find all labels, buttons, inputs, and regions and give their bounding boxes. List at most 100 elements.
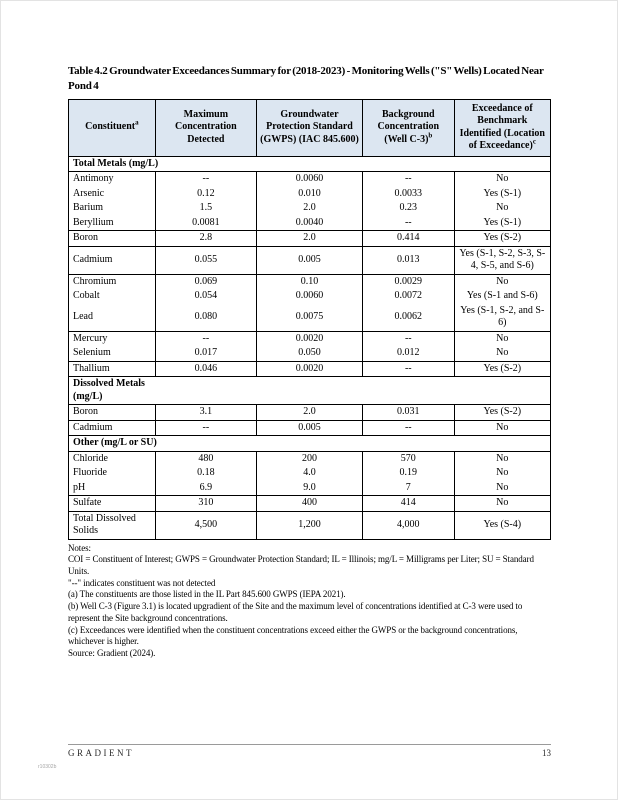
cell-max: -- (154, 420, 257, 437)
cell-max: 480 (154, 451, 257, 467)
cell-background: 0.013 (362, 246, 455, 275)
cell-exceedance: No (453, 480, 552, 497)
cell-gwps: 0.0060 (255, 289, 364, 304)
table-row: Cadmium 0.055 0.005 0.013 Yes (S-1, S-2, S-3… (68, 246, 552, 275)
cell-max: 4,500 (154, 511, 257, 540)
cell-max: 3.1 (154, 404, 257, 421)
table-row: Lead 0.080 0.0075 0.0062 Yes (S-1, S-2, and … (68, 303, 552, 332)
cell-max: 0.0081 (154, 215, 257, 232)
cell-exceedance: Yes (S-2) (453, 230, 552, 247)
table-title: Table 4.2 Groundwater Exceedances Summar… (68, 65, 544, 92)
cell-background: -- (362, 171, 455, 187)
cell-exceedance: No (453, 201, 552, 216)
section-label: Total Metals (mg/L) (73, 157, 159, 169)
cell-background: 0.23 (362, 201, 455, 216)
cell-max: 0.12 (154, 186, 257, 202)
cell-gwps: 0.0020 (255, 331, 364, 347)
cell-gwps: 0.0020 (255, 361, 364, 378)
cell-exceedance: No (453, 420, 552, 437)
section-row: Total Metals (mg/L) (68, 155, 551, 173)
cell-background: -- (362, 331, 455, 347)
page-footer: GRADIENT 13 (68, 748, 551, 758)
table-row: Mercury -- 0.0020 -- No (68, 331, 552, 347)
table-body: Total Metals (mg/L) Antimony -- 0.0060 -- No A… (68, 155, 552, 540)
cell-exceedance: No (453, 331, 552, 347)
cell-max: -- (154, 171, 257, 187)
table-row: Arsenic 0.12 0.010 0.0033 Yes (S-1) (68, 186, 552, 202)
cell-background: 0.031 (362, 404, 455, 421)
column-header: Groundwater Protection Standard (GWPS) (… (255, 98, 364, 157)
cell-exceedance: Yes (S-1, S-2, and S-6) (453, 303, 552, 332)
gradient-logo: GRADIENT (68, 748, 134, 758)
table-row: Thallium 0.046 0.0020 -- Yes (S-2) (68, 361, 552, 378)
cell-background: -- (362, 215, 455, 232)
column-header: Background Concentration (Well C-3)b (362, 98, 455, 157)
cell-gwps: 2.0 (255, 201, 364, 216)
cell-gwps: 4.0 (255, 466, 364, 481)
cell-gwps: 0.0060 (255, 171, 364, 187)
cell-constituent: Boron (68, 230, 156, 247)
cell-background: 0.414 (362, 230, 455, 247)
cell-gwps: 0.0075 (255, 303, 364, 332)
cell-exceedance: Yes (S-1) (453, 215, 552, 232)
cell-exceedance: No (453, 171, 552, 187)
table-row: pH 6.9 9.0 7 No (68, 480, 552, 497)
cell-max: 0.18 (154, 466, 257, 481)
cell-constituent: Lead (68, 303, 156, 332)
cell-gwps: 1,200 (255, 511, 364, 540)
table-row: Beryllium 0.0081 0.0040 -- Yes (S-1) (68, 215, 552, 232)
notes-lines: COI = Constituent of Interest; GWPS = Gr… (68, 554, 551, 659)
section-cell: Other (mg/L or SU) (68, 435, 551, 452)
cell-exceedance: Yes (S-2) (453, 404, 552, 421)
column-header: Exceedance of Benchmark Identified (Loca… (453, 98, 552, 157)
column-header: Constituenta (68, 98, 156, 157)
table-header: Constituenta Maximum Concentration Detect… (68, 98, 552, 157)
cell-constituent: Cadmium (68, 420, 156, 437)
cell-constituent: Arsenic (68, 186, 156, 202)
cell-gwps: 2.0 (255, 230, 364, 247)
cell-gwps: 200 (255, 451, 364, 467)
cell-gwps: 0.005 (255, 246, 364, 275)
cell-constituent: Mercury (68, 331, 156, 347)
cell-background: 7 (362, 480, 455, 497)
cell-gwps: 0.010 (255, 186, 364, 202)
section-label: Dissolved Metals (mg/L) (73, 378, 145, 402)
cell-max: 0.046 (154, 361, 257, 378)
cell-background: 570 (362, 451, 455, 467)
cell-constituent: Fluoride (68, 466, 156, 481)
section-label: Other (mg/L or SU) (73, 437, 157, 449)
cell-constituent: Chloride (68, 451, 156, 467)
cell-gwps: 400 (255, 495, 364, 512)
notes-line: (c) Exceedances were identified when the… (68, 624, 518, 647)
cell-constituent: Antimony (68, 171, 156, 187)
header-row: Constituenta Maximum Concentration Detect… (68, 98, 552, 157)
cell-background: 0.19 (362, 466, 455, 481)
cell-gwps: 0.050 (255, 346, 364, 362)
table-row: Antimony -- 0.0060 -- No (68, 171, 552, 187)
cell-constituent: Sulfate (68, 495, 156, 512)
table-row: Cadmium -- 0.005 -- No (68, 420, 552, 437)
cell-constituent: Selenium (68, 346, 156, 362)
section-cell: Dissolved Metals (mg/L) (68, 376, 551, 406)
cell-background: 4,000 (362, 511, 455, 540)
cell-max: 0.054 (154, 289, 257, 304)
notes-line: COI = Constituent of Interest; GWPS = Gr… (68, 554, 534, 577)
page-number: 13 (542, 748, 551, 758)
cell-constituent: Cadmium (68, 246, 156, 275)
table-row: Boron 3.1 2.0 0.031 Yes (S-2) (68, 404, 552, 421)
cell-max: 0.055 (154, 246, 257, 275)
table-row: Cobalt 0.054 0.0060 0.0072 Yes (S-1 and S-6) (68, 289, 552, 304)
cell-max: 0.017 (154, 346, 257, 362)
cell-max: 0.080 (154, 303, 257, 332)
cell-constituent: Thallium (68, 361, 156, 378)
cell-exceedance: Yes (S-1, S-2, S-3, S-4, S-5, and S-6) (453, 246, 552, 275)
cell-exceedance: Yes (S-4) (453, 511, 552, 540)
cell-max: 0.069 (154, 274, 257, 290)
cell-constituent: Beryllium (68, 215, 156, 232)
cell-background: -- (362, 361, 455, 378)
cell-exceedance: No (453, 274, 552, 290)
cell-exceedance: Yes (S-1) (453, 186, 552, 202)
notes-label: Notes: (68, 542, 91, 553)
cell-background: 414 (362, 495, 455, 512)
cell-background: -- (362, 420, 455, 437)
